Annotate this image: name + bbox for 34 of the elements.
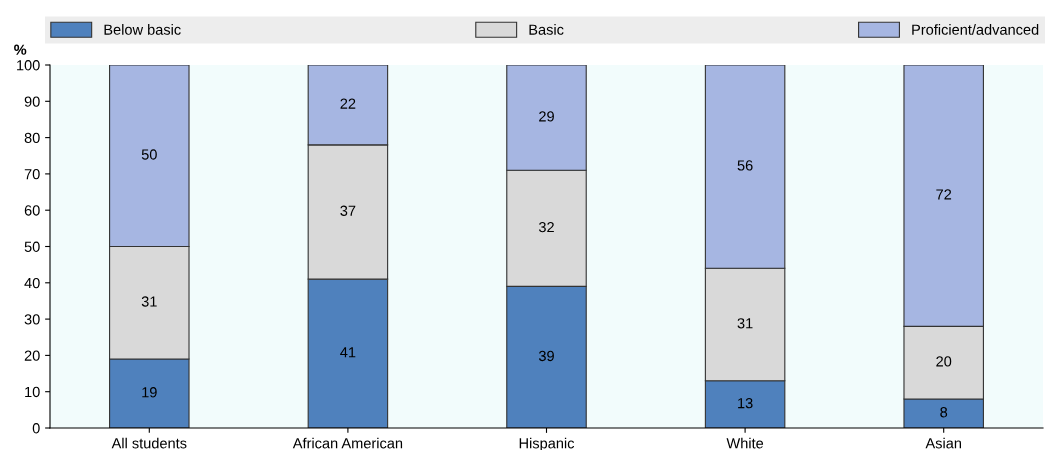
y-tick-label: 20 (24, 350, 40, 361)
y-tick-label: 90 (24, 96, 40, 107)
data-label: 37 (340, 205, 356, 216)
data-label: 32 (538, 221, 554, 233)
legend-label: Below basic (104, 24, 181, 35)
y-tick-label: 0 (32, 423, 40, 434)
y-tick-label: 100 (17, 60, 40, 71)
data-label: 39 (538, 350, 554, 362)
y-tick-label: 80 (24, 132, 40, 144)
y-axis-title: % (14, 44, 27, 55)
y-tick-label: 50 (24, 241, 40, 252)
legend-label: Basic (529, 24, 564, 35)
data-label: 20 (936, 356, 952, 367)
x-tick-label: Asian (925, 437, 961, 449)
y-tick-label: 30 (24, 314, 40, 325)
data-label: 31 (141, 296, 157, 307)
data-label: 13 (738, 397, 753, 409)
x-tick-label: African American (292, 437, 403, 449)
y-tick-label: 70 (24, 169, 40, 180)
data-label: 22 (340, 98, 356, 109)
data-label: 8 (940, 407, 948, 418)
y-tick-label: 40 (24, 277, 40, 289)
legend-label: Proficient/advanced (912, 24, 1039, 35)
data-label: 56 (737, 160, 753, 171)
x-tick-label: All students (111, 437, 187, 449)
y-tick-label: 60 (24, 205, 40, 216)
data-label: 31 (737, 318, 753, 329)
data-label: 50 (141, 149, 157, 160)
data-label: 19 (142, 387, 157, 398)
x-tick-label: White (726, 437, 764, 449)
data-label: 72 (936, 189, 952, 200)
y-tick-label: 10 (25, 386, 40, 398)
data-label: 41 (340, 347, 356, 358)
data-label: 29 (539, 111, 554, 122)
